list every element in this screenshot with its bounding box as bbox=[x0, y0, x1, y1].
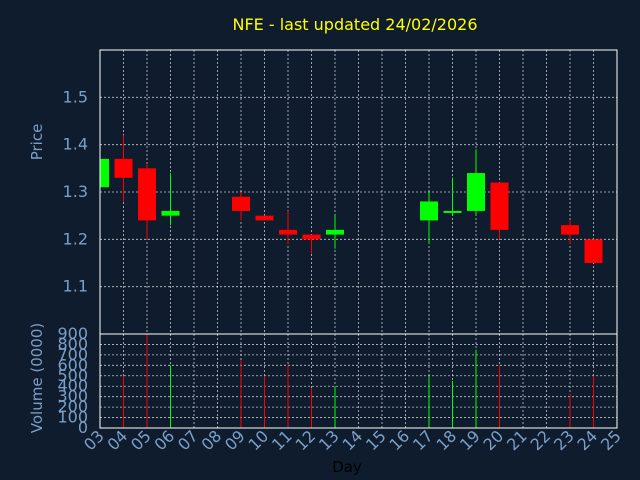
candle-body bbox=[443, 210, 462, 213]
candle-body bbox=[490, 182, 509, 230]
candle-body bbox=[326, 229, 344, 235]
price-tick-label: 1.4 bbox=[63, 135, 88, 154]
candle-body bbox=[114, 158, 133, 178]
volume-tick-label: 100 bbox=[57, 408, 88, 427]
volume-tick-label: 800 bbox=[57, 334, 88, 353]
x-tick-label: 25 bbox=[597, 426, 625, 454]
price-axis-label: Price bbox=[28, 124, 46, 161]
volume-axis-label: Volume (0000) bbox=[28, 323, 46, 433]
volume-tick-label: 0 bbox=[78, 418, 88, 437]
candle-body bbox=[161, 210, 180, 216]
candle-body bbox=[584, 239, 603, 263]
candle-body bbox=[420, 201, 438, 221]
volume-tick-label: 500 bbox=[57, 366, 88, 385]
candle-body bbox=[561, 225, 579, 235]
candle-body bbox=[279, 229, 297, 235]
volume-plot-frame bbox=[99, 333, 618, 429]
price-tick-label: 1.5 bbox=[63, 87, 88, 106]
price-tick-label: 1.3 bbox=[63, 182, 88, 201]
price-tick-label: 1.1 bbox=[63, 277, 88, 296]
chart-title: NFE - last updated 24/02/2026 bbox=[232, 15, 477, 34]
volume-tick-label: 300 bbox=[57, 387, 88, 406]
price-tick-label: 1.2 bbox=[63, 229, 88, 248]
candle-body bbox=[100, 158, 109, 188]
price-panel: 1.1 1.2 1.3 1.4 1.5 Price bbox=[28, 49, 618, 335]
candle-body bbox=[302, 234, 321, 240]
candle-body bbox=[232, 196, 250, 211]
candle-body bbox=[467, 173, 485, 211]
volume-tick-label: 600 bbox=[57, 355, 88, 374]
x-axis: 0304050607080910111213141516171819202122… bbox=[80, 426, 625, 454]
x-axis-label: Day bbox=[332, 458, 362, 476]
volume-tick-label: 700 bbox=[57, 345, 88, 364]
volume-tick-label: 400 bbox=[57, 376, 88, 395]
candle-body bbox=[138, 168, 156, 221]
volume-tick-label: 200 bbox=[57, 397, 88, 416]
volume-tick-label: 900 bbox=[57, 324, 88, 343]
candle-body bbox=[255, 215, 274, 221]
